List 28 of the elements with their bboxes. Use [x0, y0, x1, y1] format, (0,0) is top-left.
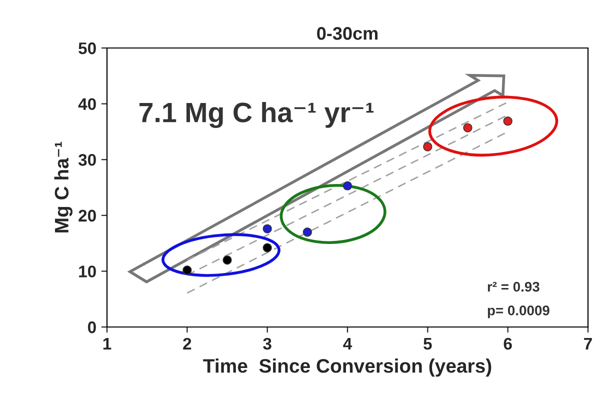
- y-tick-label: 10: [79, 266, 96, 278]
- y-tick-label: 40: [78, 98, 96, 110]
- point: [222, 255, 232, 265]
- x-tick-label: 2: [183, 338, 192, 350]
- x-tick-label: 6: [504, 338, 512, 350]
- y-tick-label: 20: [78, 210, 96, 222]
- annotation: p= 0.0009: [488, 306, 550, 318]
- point: [463, 123, 472, 132]
- x-tick-label: 1: [103, 338, 112, 350]
- point: [342, 181, 352, 190]
- y-tick-label: 0: [88, 321, 96, 334]
- x-axis-title: Time Since Conversion (years): [203, 358, 492, 377]
- annotation: 7.1 Mg C ha⁻¹ yr⁻¹: [139, 102, 374, 128]
- annotation: r² = 0.93: [488, 282, 540, 292]
- point: [302, 228, 312, 237]
- point: [182, 265, 192, 275]
- y-tick-label: 50: [78, 42, 96, 54]
- y-tick-label: 30: [78, 154, 96, 166]
- point: [262, 224, 272, 234]
- point: [503, 116, 512, 126]
- y-axis-title: Mg C ha⁻¹: [54, 142, 72, 232]
- x-tick-label: 5: [424, 338, 432, 350]
- point: [423, 142, 432, 152]
- chart-title: 0-30cm: [317, 27, 378, 40]
- point: [262, 243, 272, 252]
- x-tick-label: 3: [263, 338, 272, 350]
- x-tick-label: 4: [343, 338, 352, 350]
- x-tick-label: 7: [584, 338, 592, 350]
